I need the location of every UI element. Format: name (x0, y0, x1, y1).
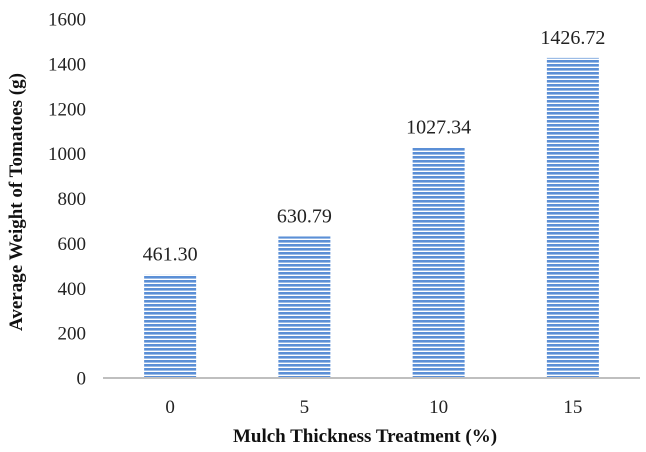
x-axis-ticks: 0 5 10 15 (165, 397, 582, 418)
y-tick-label: 600 (58, 234, 87, 255)
data-labels: 461.30 630.79 1027.34 1426.72 (143, 27, 606, 266)
y-tick-label: 400 (58, 279, 87, 300)
bar (546, 57, 599, 378)
x-axis-title: Mulch Thickness Treatment (%) (233, 426, 497, 447)
y-tick-label: 1600 (48, 10, 86, 31)
bar-value-label: 461.30 (143, 243, 198, 265)
y-tick-label: 200 (58, 324, 87, 345)
bar (412, 147, 465, 378)
bar (144, 274, 197, 378)
bar (278, 236, 331, 378)
bar-value-label: 1426.72 (540, 27, 605, 49)
y-tick-label: 1400 (48, 54, 86, 75)
x-tick-label: 5 (300, 397, 310, 418)
y-axis-title: Average Weight of Tomatoes (g) (6, 73, 27, 331)
y-tick-label: 0 (77, 369, 87, 390)
y-tick-label: 800 (58, 189, 87, 210)
bar-value-label: 630.79 (277, 205, 332, 227)
bars (144, 57, 599, 378)
bar-value-label: 1027.34 (406, 116, 471, 138)
y-axis-ticks: 0 200 400 600 800 1000 1200 1400 1600 (48, 10, 86, 390)
x-tick-label: 0 (165, 397, 175, 418)
y-tick-label: 1200 (48, 99, 86, 120)
y-tick-label: 1000 (48, 144, 86, 165)
x-tick-label: 15 (563, 397, 582, 418)
x-tick-label: 10 (429, 397, 448, 418)
